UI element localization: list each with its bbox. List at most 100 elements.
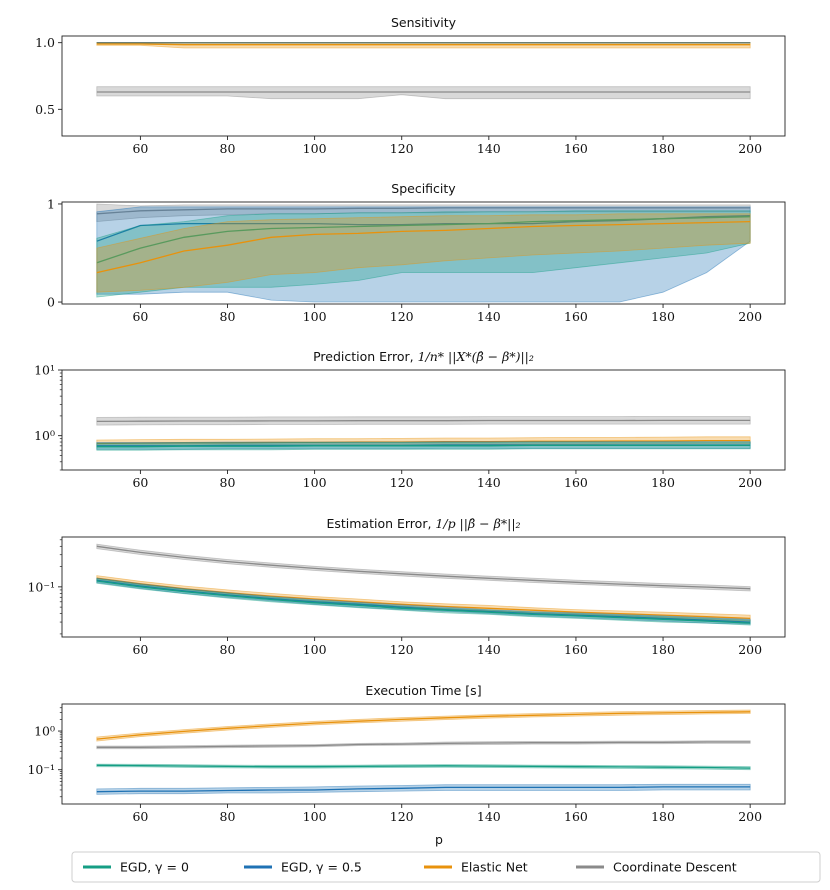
axes-frame bbox=[61, 35, 786, 137]
line-enet bbox=[96, 220, 751, 274]
x-tick-label: 200 bbox=[738, 309, 762, 324]
x-tick-label: 60 bbox=[132, 309, 148, 324]
panel-title: Sensitivity bbox=[391, 15, 457, 30]
panel-1: 60 80 100 120 140 160 180 200 0.5 1.0 Sensitivity bbox=[35, 15, 786, 156]
x-tick-label: 140 bbox=[477, 475, 501, 490]
y-tick-label: 10⁰ bbox=[34, 428, 55, 443]
x-tick-label: 120 bbox=[390, 809, 414, 824]
x-tick-label: 80 bbox=[220, 475, 236, 490]
axes-frame bbox=[61, 201, 786, 305]
band-cd bbox=[96, 86, 751, 100]
x-tick-label: 180 bbox=[651, 642, 675, 657]
axes-frame bbox=[61, 703, 786, 805]
x-tick-label: 60 bbox=[132, 475, 148, 490]
line-enet bbox=[96, 711, 751, 740]
y-tick-label: 0 bbox=[47, 295, 55, 310]
plot-area bbox=[96, 203, 751, 303]
x-tick-label: 120 bbox=[390, 141, 414, 156]
x-tick-label: 200 bbox=[738, 642, 762, 657]
x-tick-label: 120 bbox=[390, 642, 414, 657]
line-egd05 bbox=[96, 786, 751, 793]
line-enet bbox=[96, 439, 751, 445]
panel-title-math: 1/n* ||X*(β̂ − β*)||₂ bbox=[418, 349, 534, 364]
band-egd05 bbox=[96, 206, 751, 303]
panel-4: 60 80 100 120 140 160 180 200 10⁻¹ Estimation Err… bbox=[27, 516, 786, 657]
axes-frame bbox=[61, 369, 786, 471]
x-tick-label: 100 bbox=[303, 642, 327, 657]
y-tick-label: 1 bbox=[47, 196, 55, 211]
y-tick-label: 10⁻¹ bbox=[27, 579, 55, 594]
x-tick-label: 160 bbox=[564, 309, 588, 324]
x-tick-label: 120 bbox=[390, 475, 414, 490]
x-tick-label: 120 bbox=[390, 309, 414, 324]
x-tick-label: 180 bbox=[651, 141, 675, 156]
line-egd0 bbox=[96, 580, 751, 624]
panel-title: Execution Time [s] bbox=[365, 683, 481, 698]
legend-label: Coordinate Descent bbox=[613, 860, 737, 875]
line-cd bbox=[96, 419, 751, 423]
line-enet bbox=[96, 577, 751, 620]
x-tick-label: 60 bbox=[132, 809, 148, 824]
legend: EGD, γ = 0 EGD, γ = 0.5 Elastic Net Coordin… bbox=[71, 851, 821, 883]
x-tick-label: 60 bbox=[132, 642, 148, 657]
legend-item: EGD, γ = 0 bbox=[83, 860, 189, 875]
x-tick-label: 140 bbox=[477, 309, 501, 324]
panel-title: Estimation Error, 1/p ||β̂ − β*||₂ bbox=[326, 516, 520, 531]
x-tick-label: 160 bbox=[564, 809, 588, 824]
legend-label: EGD, γ = 0.5 bbox=[281, 860, 362, 875]
plot-area bbox=[96, 709, 751, 795]
x-tick-label: 160 bbox=[564, 141, 588, 156]
x-tick-label: 200 bbox=[738, 141, 762, 156]
plot-area bbox=[96, 543, 751, 626]
x-tick-label: 60 bbox=[132, 141, 148, 156]
line-egd0 bbox=[96, 216, 751, 264]
x-tick-label: 80 bbox=[220, 309, 236, 324]
band-egd0 bbox=[96, 210, 751, 298]
line-egd0 bbox=[96, 764, 751, 769]
x-tick-label: 80 bbox=[220, 141, 236, 156]
y-tick-label: 10⁰ bbox=[34, 724, 55, 739]
x-tick-label: 160 bbox=[564, 475, 588, 490]
legend-label: EGD, γ = 0 bbox=[120, 860, 189, 875]
plot-area bbox=[96, 42, 751, 100]
band-egd0 bbox=[96, 763, 751, 771]
band-enet bbox=[96, 709, 751, 742]
panel-title: Specificity bbox=[391, 181, 456, 196]
x-axis-label: p bbox=[435, 832, 443, 847]
x-tick-label: 200 bbox=[738, 475, 762, 490]
x-tick-label: 100 bbox=[303, 141, 327, 156]
line-cd bbox=[96, 741, 751, 748]
x-tick-label: 140 bbox=[477, 141, 501, 156]
panels: 60 80 100 120 140 160 180 2000.51.0Sensitivity6… bbox=[27, 15, 786, 824]
line-cd bbox=[96, 545, 751, 590]
x-tick-label: 100 bbox=[303, 475, 327, 490]
y-tick-label: 10⁻¹ bbox=[27, 762, 55, 777]
y-tick-label: 0.5 bbox=[35, 102, 55, 117]
legend-item: Elastic Net bbox=[424, 860, 528, 875]
line-egd05 bbox=[96, 579, 751, 623]
x-tick-label: 140 bbox=[477, 642, 501, 657]
legend-item: EGD, γ = 0.5 bbox=[244, 860, 362, 875]
y-tick-label: 10¹ bbox=[34, 363, 55, 378]
x-tick-label: 180 bbox=[651, 809, 675, 824]
y-tick-label: 1.0 bbox=[35, 35, 55, 50]
band-egd05 bbox=[96, 783, 751, 795]
x-tick-label: 80 bbox=[220, 642, 236, 657]
x-tick-label: 200 bbox=[738, 809, 762, 824]
panel-title: Prediction Error, 1/n* ||X*(β̂ − β*)||₂ bbox=[313, 349, 534, 364]
x-tick-label: 180 bbox=[651, 309, 675, 324]
plot-area bbox=[96, 416, 751, 451]
line-cd bbox=[96, 207, 751, 215]
panel-5: 60 80 100 120 140 160 180 200 10⁻¹ 10⁰ Execution T… bbox=[27, 683, 786, 824]
line-enet bbox=[96, 43, 751, 46]
x-tick-label: 180 bbox=[651, 475, 675, 490]
legend-item: Coordinate Descent bbox=[576, 860, 737, 875]
x-tick-label: 160 bbox=[564, 642, 588, 657]
panel-3: 60 80 100 120 140 160 180 200 10⁰ 10¹ Prediction E… bbox=[34, 349, 786, 490]
band-cd bbox=[96, 543, 751, 592]
x-tick-label: 80 bbox=[220, 809, 236, 824]
band-enet bbox=[96, 213, 751, 293]
x-tick-label: 100 bbox=[303, 809, 327, 824]
x-tick-label: 100 bbox=[303, 309, 327, 324]
